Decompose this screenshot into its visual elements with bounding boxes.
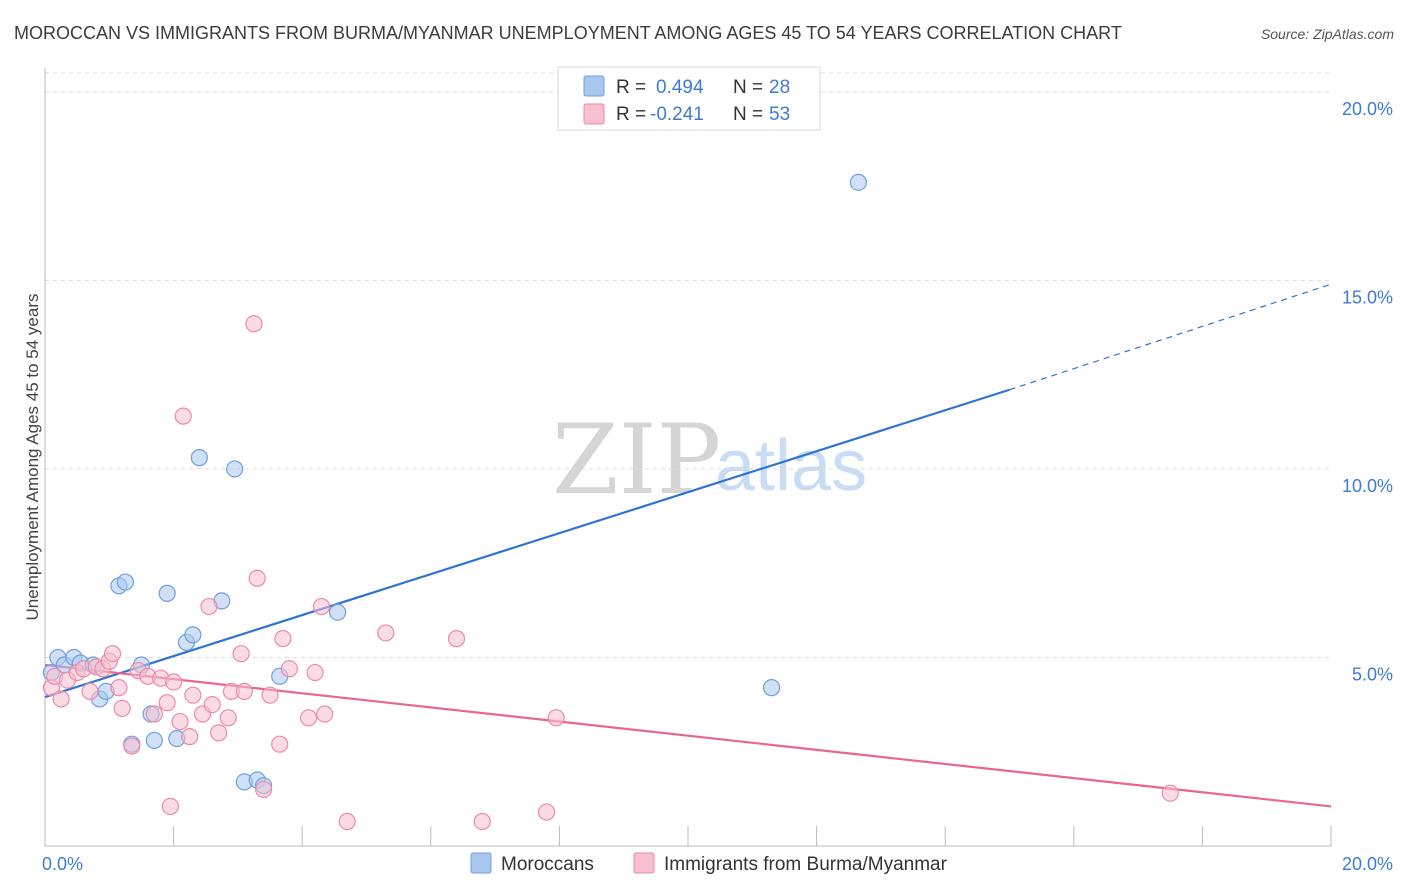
point-1-42 <box>312 597 331 616</box>
legend-n-label-burma: N = <box>733 104 763 125</box>
point-1-32 <box>235 682 253 701</box>
legend-n-label-moroccans: N = <box>733 77 763 98</box>
legend-swatch-burma <box>583 103 605 125</box>
point-1-27 <box>203 695 221 714</box>
point-0-26 <box>762 679 781 697</box>
point-0-9 <box>116 573 134 591</box>
point-1-33 <box>245 315 263 333</box>
point-1-37 <box>271 735 289 753</box>
legend-r-label-moroccans: R = <box>616 77 646 98</box>
axes <box>44 68 1332 847</box>
point-1-36 <box>261 686 279 704</box>
series-legend-swatch-moroccans <box>470 852 492 874</box>
series-legend-swatch-burma <box>633 852 655 874</box>
series-legend-label-burma: Immigrants from Burma/Myanmar <box>664 854 948 875</box>
chart-source: Source: ZipAtlas.com <box>1261 26 1394 42</box>
point-1-11 <box>110 679 128 697</box>
x-tick-label-0: 0.0% <box>42 854 83 874</box>
point-1-18 <box>158 694 176 712</box>
point-1-41 <box>306 663 324 682</box>
trend-line-extension-0 <box>1009 283 1332 391</box>
point-1-24 <box>184 686 202 704</box>
point-1-35 <box>255 780 273 799</box>
y-tick-label-3: 20.0% <box>1342 99 1393 119</box>
point-1-19 <box>165 673 183 691</box>
legend-r-label-burma: R = <box>616 104 646 125</box>
point-1-50 <box>1161 784 1179 802</box>
point-1-10 <box>103 645 122 663</box>
point-0-14 <box>158 584 176 602</box>
point-1-22 <box>174 407 192 425</box>
point-1-29 <box>219 709 237 727</box>
point-0-17 <box>184 626 202 644</box>
point-1-47 <box>473 812 491 831</box>
point-1-2 <box>52 690 70 708</box>
tick-labels: 5.0% 10.0% 15.0% 20.0% 0.0% 20.0% <box>42 99 1393 874</box>
x-tick-label-1: 20.0% <box>1342 854 1393 874</box>
point-0-25 <box>328 603 347 621</box>
trend-line-1 <box>44 663 1332 808</box>
legend-r-value-burma: -0.241 <box>650 104 704 125</box>
y-tick-label-2: 15.0% <box>1342 287 1393 307</box>
point-1-46 <box>447 630 466 648</box>
point-1-38 <box>274 630 292 648</box>
point-1-48 <box>537 803 556 821</box>
trend-line-0 <box>44 388 1010 699</box>
point-1-20 <box>161 797 179 816</box>
point-1-16 <box>145 705 163 723</box>
grid <box>45 72 1331 658</box>
legend-n-value-moroccans: 28 <box>769 77 790 98</box>
legend-swatch-moroccans <box>583 75 605 97</box>
y-tick-label-1: 10.0% <box>1342 476 1393 496</box>
series-legend: Moroccans Immigrants from Burma/Myanmar <box>470 852 948 875</box>
point-1-43 <box>316 705 334 723</box>
point-1-39 <box>280 660 298 678</box>
point-0-27 <box>849 173 867 191</box>
chart-title: MOROCCAN VS IMMIGRANTS FROM BURMA/MYANMA… <box>14 23 1122 43</box>
point-1-31 <box>232 645 250 663</box>
point-1-49 <box>547 709 565 727</box>
point-1-12 <box>113 699 131 717</box>
point-1-45 <box>377 624 395 642</box>
point-1-13 <box>123 737 141 755</box>
point-1-23 <box>181 728 199 746</box>
watermark-zip: ZIP <box>552 404 721 516</box>
y-tick-label-0: 5.0% <box>1352 664 1393 684</box>
point-1-34 <box>248 569 266 587</box>
trend-lines <box>44 283 1332 808</box>
legend-r-value-moroccans: 0.494 <box>656 77 704 98</box>
point-0-13 <box>145 731 163 750</box>
point-1-28 <box>210 724 228 742</box>
point-0-20 <box>226 460 244 478</box>
stats-legend: R = 0.494 N = 28 R = -0.241 N = 53 <box>557 66 821 131</box>
point-1-26 <box>200 597 218 616</box>
point-0-18 <box>190 449 208 467</box>
point-1-44 <box>338 812 356 831</box>
data-points <box>42 173 1179 831</box>
watermark-atlas: atlas <box>715 426 867 506</box>
point-1-40 <box>300 709 318 727</box>
point-1-21 <box>171 712 189 731</box>
legend-n-value-burma: 53 <box>769 104 790 125</box>
point-1-6 <box>81 682 99 701</box>
y-axis-label: Unemployment Among Ages 45 to 54 years <box>23 294 42 621</box>
series-legend-label-moroccans: Moroccans <box>501 854 594 875</box>
